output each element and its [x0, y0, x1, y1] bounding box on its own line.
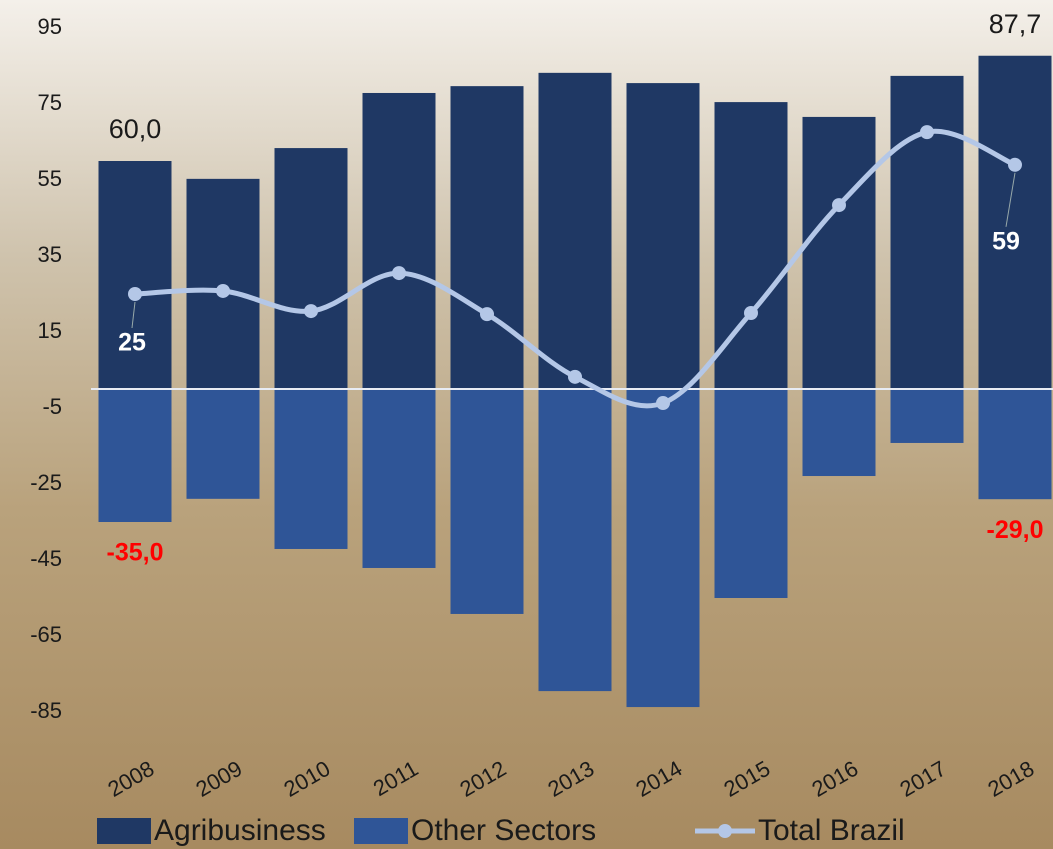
line-marker: [920, 125, 934, 140]
bar: [626, 83, 700, 389]
bar: [802, 389, 876, 477]
y-tick-label: -25: [30, 470, 62, 495]
bar: [362, 389, 436, 568]
data-label: 87,7: [989, 9, 1042, 39]
y-tick-label: 95: [38, 14, 62, 39]
y-tick-label: 55: [38, 166, 62, 191]
data-label: 25: [118, 329, 146, 357]
bar: [890, 75, 964, 389]
bar: [538, 72, 612, 389]
data-label: -29,0: [987, 516, 1044, 544]
bar: [538, 389, 612, 692]
legend-label: Agribusiness: [154, 814, 326, 847]
legend-swatch: [97, 818, 151, 844]
line-marker: [568, 369, 582, 384]
legend-label: Total Brazil: [758, 814, 905, 847]
data-label: 60,0: [109, 114, 162, 144]
line-marker: [128, 287, 142, 301]
bar: [714, 389, 788, 598]
line: [134, 128, 1016, 409]
bar: [98, 161, 172, 389]
bar: [362, 92, 436, 389]
data-label: 59: [992, 227, 1020, 255]
y-tick-label: -85: [30, 698, 62, 723]
bar: [186, 178, 260, 389]
line-marker: [1008, 157, 1022, 172]
bar: [978, 389, 1052, 500]
data-label: -35,0: [107, 539, 164, 567]
bar: [978, 55, 1052, 390]
bar: [274, 389, 348, 549]
bar: [802, 116, 876, 390]
y-tick-label: 75: [38, 90, 62, 115]
bar: [274, 148, 348, 389]
line-marker: [480, 307, 494, 322]
line-marker: [304, 304, 318, 319]
line-marker: [656, 396, 670, 411]
legend-swatch: [718, 824, 732, 838]
bar: [626, 389, 700, 708]
y-tick-label: -65: [30, 622, 62, 647]
y-tick-label: 15: [38, 318, 62, 343]
bar: [450, 389, 524, 614]
y-tick-label: -45: [30, 546, 62, 571]
leader-line: [131, 301, 136, 329]
bar: [450, 86, 524, 389]
y-tick-label: -5: [42, 394, 62, 419]
line-marker: [216, 283, 230, 298]
y-tick-label: 35: [38, 242, 62, 267]
legend-swatch: [354, 818, 408, 844]
bar: [890, 389, 964, 443]
line-marker: [744, 306, 758, 320]
leader-line: [1005, 172, 1016, 227]
line-marker: [392, 266, 406, 281]
line-marker: [832, 198, 846, 213]
legend-label: Other Sectors: [411, 814, 596, 847]
bar: [186, 389, 260, 499]
bar: [98, 389, 172, 522]
